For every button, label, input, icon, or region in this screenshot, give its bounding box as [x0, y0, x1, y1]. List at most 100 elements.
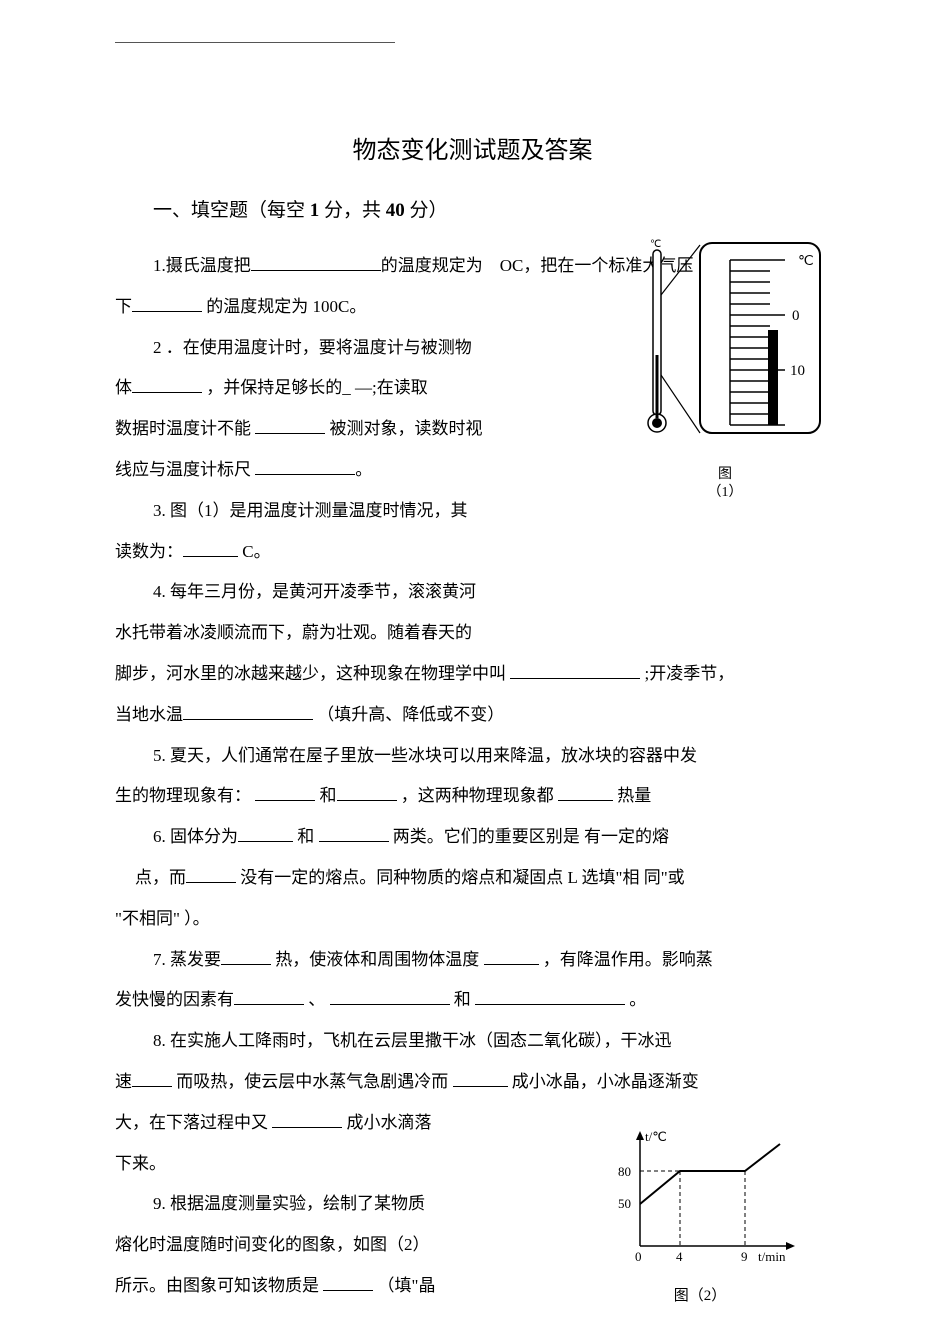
fig2-x4: 4 — [676, 1249, 683, 1264]
fig1-caption: 图 （1） — [620, 466, 830, 502]
figure-1: ℃ 0 10 ℃ 图 （1） — [620, 235, 830, 502]
figure-2: t/℃ 80 50 0 4 9 t/min 图（2） — [600, 1126, 800, 1307]
q4-b: 水托带着冰凌顺流而下，蔚为壮观。随着春天的 — [115, 623, 472, 642]
q5-line1: 5. 夏天，人们通常在屋子里放一些冰块可以用来降温，放冰块的容器中发 — [115, 736, 830, 777]
q2-line1: 2 ．在使用温度计时，要将温度计与被测物 — [115, 328, 575, 369]
q5-e: 热量 — [613, 786, 651, 805]
q9-line3: 所示。由图象可知该物质是 （填"晶 — [115, 1266, 585, 1307]
fig2-xlabel: t/min — [758, 1249, 786, 1264]
q5-line2: 生的物理现象有： 和 ，这两种物理现象都 热量 — [115, 776, 830, 817]
q5-c: 和 — [315, 786, 336, 805]
fig2-caption: 图（2） — [600, 1287, 800, 1307]
sh-mid: 分，共 — [324, 200, 381, 221]
q9-d: （填"晶 — [373, 1276, 435, 1295]
header-rule — [115, 42, 395, 43]
fig2-y50: 50 — [618, 1196, 631, 1211]
q9-b: 熔化时温度随时间变化的图象，如图（2） — [115, 1235, 430, 1254]
fig2-y80: 80 — [618, 1164, 631, 1179]
thermometer-diagram: ℃ 0 10 ℃ — [620, 235, 830, 455]
q6-blank3 — [186, 866, 236, 883]
q7-a: 7. 蒸发要 — [153, 950, 221, 969]
q4-e: 当地水温 — [115, 705, 183, 724]
q1-b: 的温度规定为 — [381, 256, 483, 275]
q7-e: 、 — [304, 990, 330, 1009]
q6-blank2 — [319, 825, 389, 842]
q6-a: 6. 固体分为 — [153, 827, 238, 846]
q5-blank2 — [337, 784, 397, 801]
q3-a: 3. 图（1）是用温度计测量温度时情况，其 — [153, 501, 468, 520]
sh-pts: 1 — [305, 200, 324, 221]
q3-b: 读数为： — [115, 542, 183, 561]
q7-c: ，有降温作用。影响蒸 — [539, 950, 713, 969]
q8-b: 速 — [115, 1072, 132, 1091]
q4-line3: 脚步，河水里的冰越来越少，这种现象在物理学中叫 ;开凌季节， — [115, 654, 830, 695]
q9-c: 所示。由图象可知该物质是 — [115, 1276, 323, 1295]
fig1-therm-top: ℃ — [650, 239, 661, 250]
q6-blank1 — [238, 825, 293, 842]
q6-d: 点，而 — [135, 868, 186, 887]
q5-a: 5. 夏天，人们通常在屋子里放一些冰块可以用来降温，放冰块的容器中发 — [153, 746, 697, 765]
q8-blank2 — [453, 1070, 508, 1087]
q7-d: 发快慢的因素有 — [115, 990, 234, 1009]
q6-f: "不相同" ）。 — [115, 909, 210, 928]
q1-blank1 — [251, 254, 381, 271]
fig1-unit: ℃ — [798, 254, 814, 269]
q3-blank1 — [183, 540, 238, 557]
q6-b: 和 — [293, 827, 319, 846]
q4-line4: 当地水温 （填升高、降低或不变） — [115, 695, 830, 736]
q6-e: 没有一定的熔点。同种物质的熔点和凝固点 L 选填"相 同"或 — [236, 868, 685, 887]
q2-f: 线应与温度计标尺 — [115, 460, 255, 479]
melting-curve-chart: t/℃ 80 50 0 4 9 t/min — [600, 1126, 800, 1276]
q5-blank3 — [558, 784, 613, 801]
q7-f: 和 — [450, 990, 476, 1009]
q6-c: 两类。它们的重要区别是 有一定的熔 — [389, 827, 670, 846]
sh-prefix: 一、填空题（每空 — [153, 200, 305, 221]
q1-blank2 — [132, 295, 202, 312]
q7-blank1 — [221, 948, 271, 965]
q4-line2: 水托带着冰凌顺流而下，蔚为壮观。随着春天的 — [115, 613, 830, 654]
q2-blank1 — [132, 376, 202, 393]
fig1-scale-10: 10 — [790, 363, 805, 379]
q2-a: 2 ．在使用温度计时，要将温度计与被测物 — [153, 338, 472, 357]
page-title: 物态变化测试题及答案 — [115, 130, 830, 165]
sh-suffix: 分） — [410, 200, 448, 221]
q2-line4: 线应与温度计标尺 。 — [115, 450, 575, 491]
q2-line2: 体 ，并保持足够长的_ —;在读取 — [115, 368, 575, 409]
q1-e: 的温度规定为 100C。 — [202, 297, 366, 316]
q5-blank1 — [255, 784, 315, 801]
q8-c: 而吸热，使云层中水蒸气急剧遇冷而 — [172, 1072, 453, 1091]
q8-e: 大，在下落过程中又 — [115, 1113, 272, 1132]
fig1-cap-b: （1） — [708, 485, 743, 500]
q7-blank4 — [330, 988, 450, 1005]
q9-line1: 9. 根据温度测量实验，绘制了某物质 — [115, 1184, 585, 1225]
q2-b: 体 — [115, 378, 132, 397]
q8-d: 成小冰晶，小冰晶逐渐变 — [508, 1072, 699, 1091]
q2-d: 数据时温度计不能 — [115, 419, 255, 438]
q4-blank2 — [183, 703, 313, 720]
q4-line1: 4. 每年三月份，是黄河开凌季节，滚滚黄河 — [115, 572, 575, 613]
q8-line3: 大，在下落过程中又 成小水滴落 — [115, 1103, 585, 1144]
q2-blank2 — [255, 417, 325, 434]
q7-line1: 7. 蒸发要 热，使液体和周围物体温度 ，有降温作用。影响蒸 — [115, 940, 830, 981]
q3-line2: 读数为： C。 — [115, 532, 575, 573]
q3-c: C。 — [238, 542, 271, 561]
q7-blank2 — [484, 948, 539, 965]
q1-a: 1.摄氏温度把 — [153, 256, 251, 275]
fig2-x9: 9 — [741, 1249, 748, 1264]
q2-g: 。 — [355, 460, 372, 479]
q8-blank1 — [132, 1070, 172, 1087]
fig2-x0: 0 — [635, 1249, 642, 1264]
q4-f: （填升高、降低或不变） — [313, 705, 504, 724]
q2-line3: 数据时温度计不能 被测对象，读数时视 — [115, 409, 575, 450]
q5-d: ，这两种物理现象都 — [397, 786, 559, 805]
q4-blank1 — [510, 662, 640, 679]
q9-blank1 — [323, 1274, 373, 1291]
q8-line4: 下来。 — [115, 1144, 585, 1185]
q4-d: ;开凌季节， — [640, 664, 734, 683]
q6-line1: 6. 固体分为 和 两类。它们的重要区别是 有一定的熔 — [115, 817, 830, 858]
q6-line2: 点，而 没有一定的熔点。同种物质的熔点和凝固点 L 选填"相 同"或 — [115, 858, 830, 899]
q9-a: 9. 根据温度测量实验，绘制了某物质 — [153, 1194, 425, 1213]
q7-b: 热，使液体和周围物体温度 — [271, 950, 484, 969]
fig1-cap-a: 图 — [718, 467, 732, 482]
q7-blank3 — [234, 988, 304, 1005]
